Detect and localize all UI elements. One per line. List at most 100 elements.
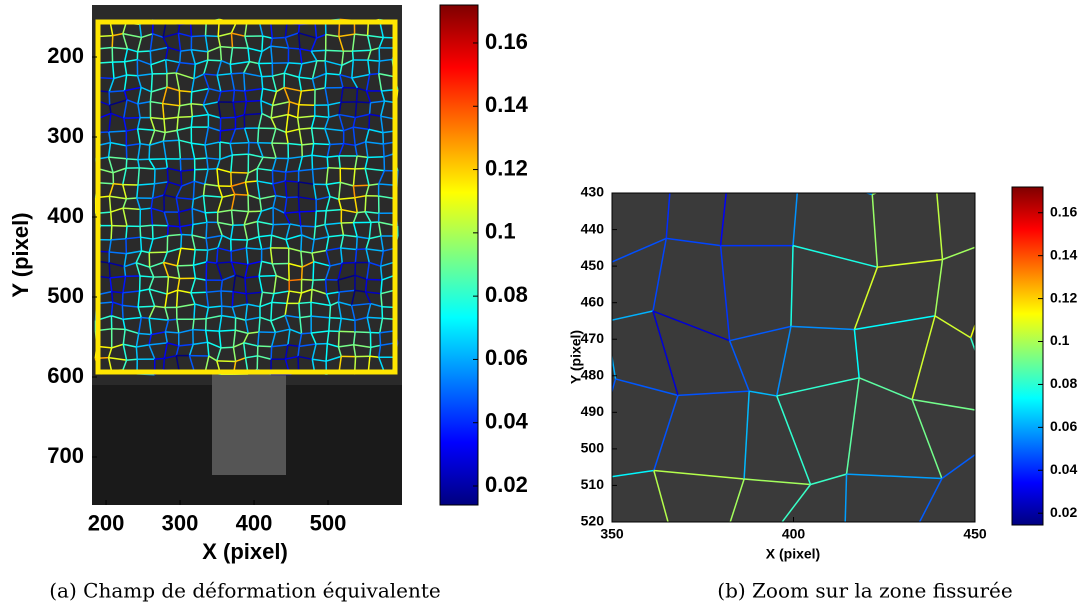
mesh-edge: [244, 112, 262, 116]
mesh-edge: [150, 58, 166, 66]
mesh-edge: [222, 193, 235, 198]
mesh-edge: [177, 289, 192, 294]
mesh-edge: [299, 343, 317, 348]
mesh-edge: [354, 197, 358, 213]
mesh-edge: [180, 234, 183, 249]
mesh-edge: [287, 101, 291, 115]
mesh-edge: [154, 181, 169, 185]
mesh-edge: [204, 212, 208, 223]
mesh-edge: [380, 100, 386, 117]
y-tick-label: 300: [47, 123, 84, 148]
mesh-edge: [379, 250, 385, 267]
mesh-edge: [270, 346, 273, 360]
mesh-edge: [218, 331, 222, 348]
mesh-edge: [246, 247, 262, 251]
mesh-edge: [337, 346, 342, 357]
mesh-edge: [108, 356, 127, 361]
mesh-edge: [597, 180, 671, 191]
mesh-edge: [202, 195, 207, 213]
mesh-edge: [301, 288, 313, 294]
mesh-edge: [175, 355, 180, 372]
mesh-edge: [136, 344, 150, 348]
mesh-edge: [337, 301, 342, 319]
mesh-edge: [261, 247, 271, 251]
mesh-edge: [150, 198, 154, 209]
mesh-edge: [284, 211, 300, 214]
mesh-edge: [311, 330, 329, 334]
mesh-edge: [245, 316, 261, 321]
mesh-edge: [203, 194, 223, 198]
mesh-edge: [364, 141, 369, 158]
mesh-edge: [230, 171, 249, 174]
mesh-edge: [244, 90, 247, 102]
mesh-edge: [107, 156, 114, 173]
mesh-edge: [148, 276, 155, 290]
mesh-edge: [270, 46, 274, 64]
mesh-edge: [188, 355, 195, 372]
mesh-edge: [792, 244, 878, 268]
y-tick-label: 700: [47, 443, 84, 468]
mesh-edge: [232, 330, 237, 348]
mesh-edge: [230, 60, 250, 66]
mesh-edge: [339, 247, 343, 264]
mesh-edge: [220, 89, 235, 93]
mesh-edge: [154, 305, 166, 309]
mesh-edge: [98, 76, 114, 80]
mesh-edge: [287, 344, 300, 348]
mesh-edge: [152, 194, 165, 200]
mesh-edge: [354, 249, 358, 263]
mesh-edge: [108, 78, 115, 93]
mesh-edge: [221, 314, 236, 319]
mesh-edge: [366, 303, 372, 318]
mesh-edge: [176, 130, 180, 141]
mesh-edge: [168, 276, 180, 280]
mesh-edge: [270, 302, 273, 321]
mesh-edge: [864, 193, 873, 196]
mesh-edge: [343, 142, 356, 147]
mesh-edge: [243, 101, 247, 115]
mesh-edge: [217, 101, 222, 119]
mesh-edge: [297, 115, 315, 119]
mesh-edge: [247, 167, 258, 174]
mesh-edge: [379, 330, 395, 334]
mesh-edge: [289, 101, 300, 106]
mesh-edge: [299, 127, 312, 130]
mesh-edge: [324, 265, 331, 280]
mesh-edge: [205, 292, 210, 308]
mesh-edge: [297, 156, 303, 172]
mesh-edge: [192, 181, 196, 200]
mesh-edge: [259, 301, 273, 308]
mesh-edge: [233, 342, 244, 348]
mesh-edge: [284, 72, 300, 79]
mesh-edge: [229, 47, 234, 65]
mesh-edge: [316, 33, 327, 39]
mesh-edge: [191, 103, 204, 106]
mesh-edge: [311, 60, 318, 79]
mesh-edge: [301, 260, 315, 268]
mesh-edge: [205, 35, 219, 38]
mesh-edge: [215, 262, 223, 281]
mesh-edge: [244, 304, 249, 321]
mesh-edge: [256, 210, 263, 222]
mesh-edge: [163, 194, 177, 199]
mesh-edge: [242, 333, 249, 344]
mesh-edge: [340, 167, 355, 170]
mesh-edge: [244, 277, 247, 294]
x-axis-label: X (pixel): [202, 539, 288, 564]
mesh-edge: [355, 236, 358, 250]
mesh-edge: [285, 180, 299, 183]
mesh-edge: [298, 77, 303, 92]
mesh-edge: [108, 131, 112, 143]
mesh-edge: [256, 156, 264, 169]
mesh-edge: [140, 207, 152, 211]
mesh-edge: [354, 33, 368, 37]
mesh-edge: [312, 184, 317, 200]
mesh-edge: [162, 102, 180, 107]
mesh-edge: [368, 128, 384, 134]
mesh-edge: [339, 65, 343, 75]
mesh-edge: [220, 290, 223, 307]
mesh-edge: [257, 355, 272, 360]
mesh-edge: [219, 329, 236, 332]
mesh-edge: [854, 315, 936, 331]
mesh-edge: [312, 166, 329, 171]
